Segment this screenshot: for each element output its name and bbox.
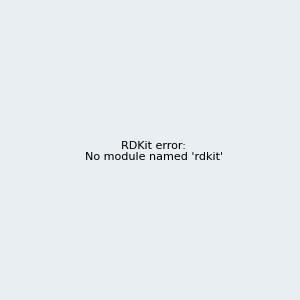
Text: RDKit error:
No module named 'rdkit': RDKit error: No module named 'rdkit' (85, 141, 223, 162)
